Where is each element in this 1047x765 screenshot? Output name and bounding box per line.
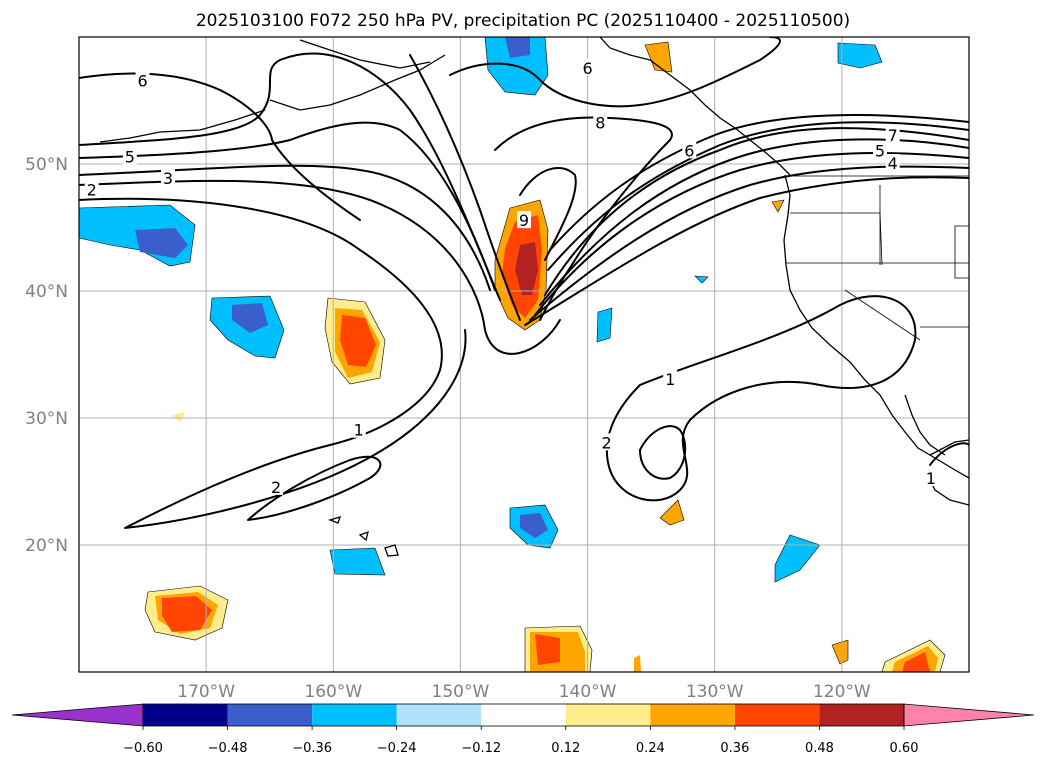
contour-label: 6 xyxy=(684,141,694,160)
contour-label: 8 xyxy=(595,113,605,132)
colorbar-swatch xyxy=(312,704,397,726)
contour-label: 5 xyxy=(875,141,885,160)
contour-label-bg xyxy=(84,180,99,198)
contour-label-bg xyxy=(269,477,284,495)
colorbar-frame xyxy=(142,703,905,727)
longitude-labels: 170°W 160°W 150°W 140°W 130°W 120°W xyxy=(177,682,871,702)
contour-label-bg xyxy=(593,113,608,131)
longitude-label: 140°W xyxy=(559,682,617,702)
latitude-label: 20°N xyxy=(25,536,68,556)
colorbar-swatch xyxy=(819,704,904,726)
contour-label-bg xyxy=(351,420,366,438)
contour-label-bg xyxy=(682,141,697,159)
longitude-label: 120°W xyxy=(813,682,871,702)
contour-label-bg xyxy=(580,58,595,76)
contour-label-bg xyxy=(885,126,900,144)
contour-label: 6 xyxy=(582,59,592,78)
contour-label: 2 xyxy=(87,181,97,200)
colorbar-swatch xyxy=(734,704,820,726)
colorbar-tick-label: 0.60 xyxy=(890,741,919,756)
colorbar: −0.60 −0.48 −0.36 −0.24 −0.12 0.12 0.24 0.36 0.4… xyxy=(11,703,1035,756)
colorbar-swatch xyxy=(227,704,313,726)
contour-label-bg xyxy=(663,369,678,387)
colorbar-tick-label: −0.36 xyxy=(292,741,332,756)
colorbar-extend-high xyxy=(903,703,1035,727)
colorbar-swatch xyxy=(650,704,735,726)
contour-label: 1 xyxy=(354,421,364,440)
longitude-label: 160°W xyxy=(304,682,362,702)
colorbar-tick-label: 0.12 xyxy=(551,741,580,756)
map-frame xyxy=(78,36,970,673)
map-gridlines xyxy=(79,37,969,672)
precipitation-shading xyxy=(79,37,946,672)
colorbar-tick-label: −0.12 xyxy=(461,741,501,756)
contour-label-bg xyxy=(923,468,938,486)
figure-title: 2025103100 F072 250 hPa PV, precipitatio… xyxy=(196,11,850,31)
contour-label: 1 xyxy=(926,469,936,488)
longitude-label: 170°W xyxy=(177,682,235,702)
contour-label: 4 xyxy=(888,154,898,173)
contour-label-bg xyxy=(599,433,614,451)
colorbar-swatch xyxy=(565,704,651,726)
contour-label: 5 xyxy=(125,148,135,167)
contour-label-bg xyxy=(885,154,900,171)
contour-label: 1 xyxy=(665,370,675,389)
contour-label: 9 xyxy=(519,211,529,230)
latitude-label: 40°N xyxy=(25,282,68,302)
contour-label-bg xyxy=(517,211,531,229)
colorbar-swatch xyxy=(481,704,566,726)
contour-label: 7 xyxy=(888,126,898,145)
colorbar-swatch xyxy=(143,704,228,726)
coastlines xyxy=(99,37,969,557)
latitude-label: 50°N xyxy=(25,155,68,175)
colorbar-tick-label: 0.36 xyxy=(720,741,749,756)
contour-label-bg xyxy=(135,71,150,89)
colorbar-tick-label: −0.60 xyxy=(123,741,163,756)
colorbar-tick-label: 0.24 xyxy=(636,741,665,756)
map-background xyxy=(79,37,969,672)
colorbar-tick-label: 0.48 xyxy=(805,741,834,756)
contour-label-bg xyxy=(122,147,137,165)
colorbar-extend-low xyxy=(11,703,144,727)
latitude-label: 30°N xyxy=(25,409,68,429)
longitude-label: 130°W xyxy=(686,682,744,702)
colorbar-swatch xyxy=(396,704,482,726)
contour-label: 2 xyxy=(271,478,281,497)
contour-label: 6 xyxy=(137,71,147,90)
contour-label-bg xyxy=(873,141,887,159)
contour-label-bg xyxy=(161,169,175,187)
longitude-label: 150°W xyxy=(432,682,490,702)
contour-label: 3 xyxy=(163,169,173,188)
colorbar-tick-label: −0.24 xyxy=(377,741,417,756)
latitude-labels: 20°N 30°N 40°N 50°N xyxy=(25,155,68,556)
contour-label: 2 xyxy=(602,433,612,452)
colorbar-tick-label: −0.48 xyxy=(208,741,248,756)
